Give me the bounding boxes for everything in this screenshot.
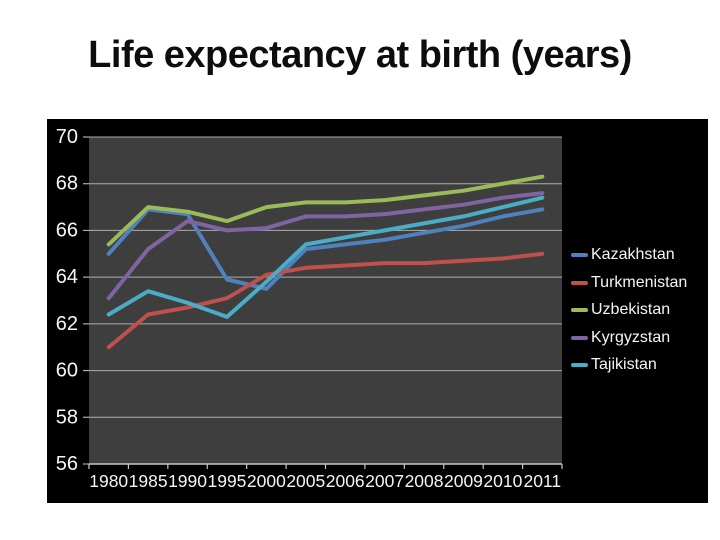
series-line-kyrgyzstan bbox=[106, 191, 545, 301]
series-line-turkmenistan bbox=[106, 251, 545, 350]
x-axis-label: 1985 bbox=[129, 471, 168, 491]
series-line-uzbekistan bbox=[106, 174, 545, 247]
x-axis-label: 2011 bbox=[523, 471, 561, 491]
series-line-tajikistan bbox=[106, 195, 545, 319]
y-axis-label: 56 bbox=[56, 453, 78, 475]
x-axis-label: 2009 bbox=[444, 471, 483, 491]
line-chart: 56 58 60 62 64 66 68 70 1980 1985 1990 1995 2000 2005… bbox=[56, 126, 563, 491]
y-axis-label: 60 bbox=[56, 360, 78, 382]
y-axis-label: 70 bbox=[56, 126, 78, 148]
x-axis-label: 2008 bbox=[405, 471, 444, 491]
x-axis-label: 1995 bbox=[207, 471, 246, 491]
chart-area: 56 58 60 62 64 66 68 70 1980 1985 1990 1995 2000 2005… bbox=[47, 119, 708, 503]
series-line-kazakhstan bbox=[106, 207, 545, 291]
y-axis-label: 62 bbox=[56, 313, 78, 335]
x-axis-label: 2010 bbox=[483, 471, 522, 491]
x-axis-label: 2007 bbox=[365, 471, 404, 491]
y-axis-label: 66 bbox=[56, 219, 78, 241]
x-axis-label: 1980 bbox=[89, 471, 128, 491]
x-axis-label: 2000 bbox=[247, 471, 286, 491]
x-axis-label: 2005 bbox=[286, 471, 325, 491]
y-axis-label: 68 bbox=[56, 173, 78, 195]
x-axis-label: 2006 bbox=[326, 471, 365, 491]
y-axis-label: 64 bbox=[56, 266, 78, 288]
y-axis-label: 58 bbox=[56, 406, 78, 428]
plot-area bbox=[89, 137, 562, 464]
x-axis-label: 1990 bbox=[168, 471, 207, 491]
slide-title: Life expectancy at birth (years) bbox=[88, 34, 632, 76]
